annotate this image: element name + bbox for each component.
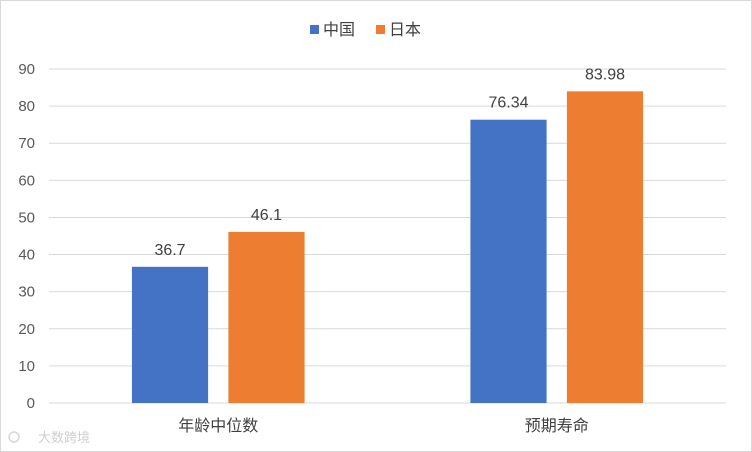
data-labels: 36.7 46.1 76.34 83.98 <box>154 66 625 258</box>
bar <box>470 119 547 403</box>
watermark-text: 大数跨境 <box>38 431 90 446</box>
category-label: 预期寿命 <box>525 416 589 435</box>
y-tick-label: 60 <box>18 172 35 189</box>
data-label: 46.1 <box>251 207 282 224</box>
category-label: 年龄中位数 <box>178 416 258 435</box>
y-axis-tick-labels: 0 10 20 30 40 50 60 70 80 90 <box>18 61 35 412</box>
y-tick-label: 90 <box>18 61 35 78</box>
legend-swatch <box>376 25 385 34</box>
watermark: 大数跨境 <box>8 431 90 446</box>
bar <box>228 231 305 403</box>
bar <box>131 266 209 403</box>
watermark-logo-icon <box>8 431 20 443</box>
legend-swatch <box>310 25 319 34</box>
y-tick-label: 30 <box>18 284 35 301</box>
y-tick-label: 80 <box>18 98 35 115</box>
legend: 中国 日本 <box>310 20 421 39</box>
bar <box>566 91 644 404</box>
bars <box>131 91 644 404</box>
data-label: 76.34 <box>488 95 528 112</box>
y-tick-label: 50 <box>18 209 35 226</box>
y-tick-label: 40 <box>18 247 35 264</box>
data-label: 36.7 <box>154 242 185 259</box>
legend-label: 日本 <box>389 20 421 39</box>
legend-label: 中国 <box>323 20 355 39</box>
y-tick-label: 10 <box>18 358 35 375</box>
y-tick-label: 20 <box>18 321 35 338</box>
data-label: 83.98 <box>585 66 625 83</box>
category-labels: 年龄中位数 预期寿命 <box>178 416 589 435</box>
y-tick-label: 70 <box>18 135 35 152</box>
y-tick-label: 0 <box>27 395 35 412</box>
